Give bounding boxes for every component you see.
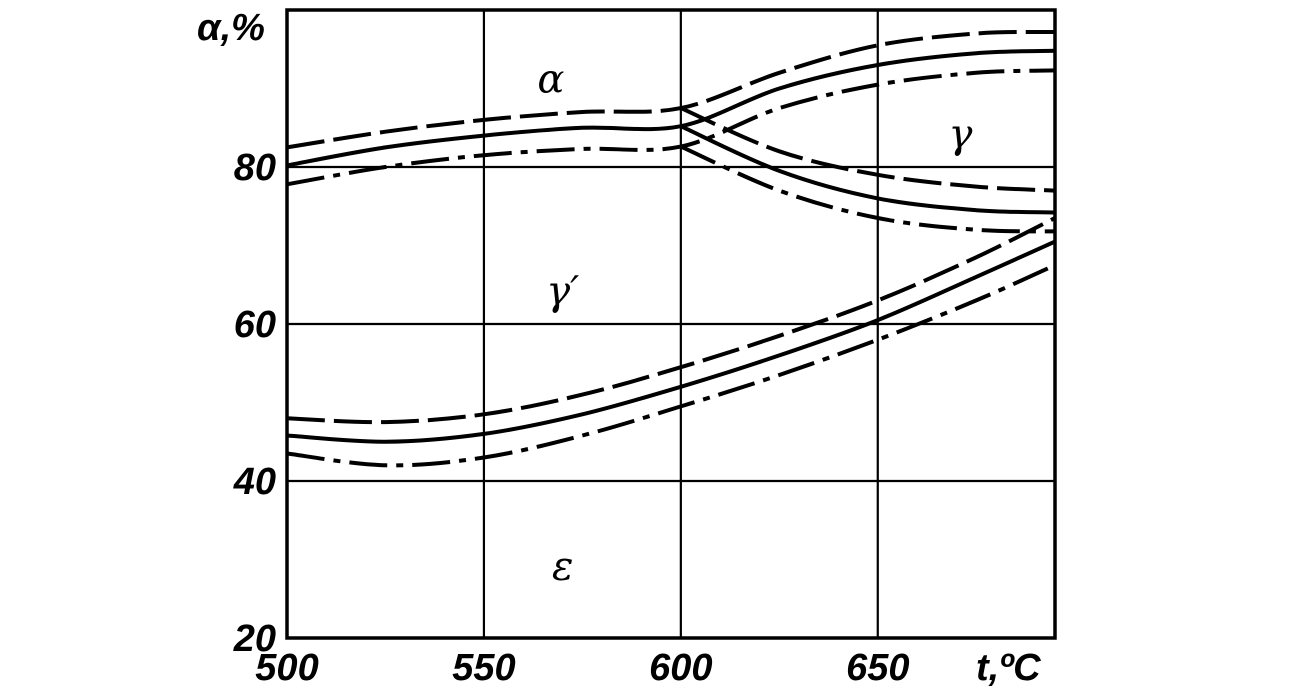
x-axis-label: t,ºC [976, 647, 1041, 689]
region-label-2: γ′ [546, 269, 579, 315]
y-tick-label-40: 40 [233, 461, 276, 503]
x-tick-labels: 500 550 600 650 [255, 647, 909, 689]
y-tick-label-60: 60 [234, 304, 276, 346]
region-label-1: γ [949, 112, 973, 158]
grid-lines [287, 10, 1055, 638]
curve-middle-dashed [679, 106, 1056, 193]
y-tick-label-80: 80 [234, 147, 276, 189]
curve-lower-dashdot [286, 263, 1056, 468]
region-label-0: α [537, 57, 564, 103]
x-tick-label-600: 600 [649, 647, 712, 689]
curve-lower-dashed [286, 216, 1056, 425]
curve-middle-solid [679, 124, 1056, 215]
x-tick-label-500: 500 [255, 647, 318, 689]
curve-middle-dashdot [679, 144, 1056, 234]
curve-upper-dashed [286, 29, 1056, 150]
region-labels: α γ γ′ ε [537, 57, 972, 590]
plot-frame [285, 8, 1057, 640]
curve-lower-solid [286, 239, 1056, 444]
data-curves [286, 29, 1056, 468]
x-tick-label-650: 650 [846, 647, 909, 689]
y-tick-label-20: 20 [233, 618, 276, 660]
y-tick-labels: 20 40 60 80 [233, 147, 276, 660]
y-axis-label: α,% [197, 7, 265, 49]
region-label-3: ε [552, 543, 573, 589]
x-tick-label-550: 550 [452, 647, 515, 689]
